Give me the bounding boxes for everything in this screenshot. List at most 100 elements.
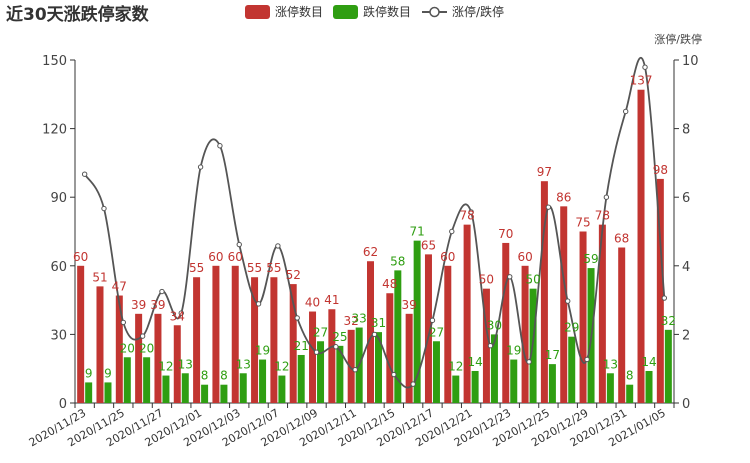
bar-up[interactable] xyxy=(347,329,355,403)
ratio-point[interactable] xyxy=(449,228,455,235)
ratio-point[interactable] xyxy=(217,143,223,149)
bar-up[interactable] xyxy=(502,242,510,403)
bar-down[interactable] xyxy=(490,334,498,403)
bar-down[interactable] xyxy=(375,332,382,403)
bar-up[interactable] xyxy=(560,206,568,403)
bar-down[interactable] xyxy=(452,375,460,403)
ratio-point[interactable] xyxy=(545,204,552,210)
ratio-point[interactable] xyxy=(603,194,610,200)
bar-up[interactable] xyxy=(270,277,278,403)
bar-down[interactable] xyxy=(568,336,576,403)
ratio-point[interactable] xyxy=(120,319,127,326)
bar-up[interactable] xyxy=(521,265,529,403)
bar-up[interactable] xyxy=(154,313,162,403)
ratio-point[interactable] xyxy=(197,164,204,170)
bar-up[interactable] xyxy=(77,265,85,403)
bar-up-label: 34 xyxy=(170,309,185,323)
bar-down[interactable] xyxy=(220,384,228,403)
legend-swatch-ratio-marker[interactable] xyxy=(429,6,440,18)
bar-down[interactable] xyxy=(606,373,614,403)
bar-up[interactable] xyxy=(309,311,317,403)
legend-label-ratio[interactable]: 涨停/跌停 xyxy=(452,4,504,19)
legend-swatch-up[interactable] xyxy=(245,5,270,19)
bar-down[interactable] xyxy=(162,375,170,403)
ratio-point[interactable] xyxy=(81,171,88,177)
bar-up[interactable] xyxy=(367,261,374,403)
bar-down[interactable] xyxy=(645,370,653,403)
ratio-point[interactable] xyxy=(661,295,668,301)
ratio-point[interactable] xyxy=(391,371,397,378)
ratio-point[interactable] xyxy=(101,205,107,212)
ratio-point[interactable] xyxy=(159,288,165,295)
bar-down[interactable] xyxy=(201,384,209,403)
bar-up[interactable] xyxy=(579,231,587,404)
bar-down[interactable] xyxy=(143,357,151,403)
bar-down[interactable] xyxy=(104,382,112,403)
ratio-point[interactable] xyxy=(139,333,146,339)
bar-down-label: 33 xyxy=(352,312,367,326)
ratio-point[interactable] xyxy=(178,310,184,316)
bar-down[interactable] xyxy=(85,382,93,403)
bar-up[interactable] xyxy=(251,277,259,403)
bar-down[interactable] xyxy=(432,341,440,403)
bar-down[interactable] xyxy=(471,370,479,403)
bar-down[interactable] xyxy=(278,375,286,403)
ratio-point[interactable] xyxy=(352,367,358,373)
ratio-point[interactable] xyxy=(333,344,339,350)
bar-down[interactable] xyxy=(123,357,131,403)
legend[interactable]: 涨停数目 跌停数目 涨停/跌停 xyxy=(245,4,504,19)
bar-up[interactable] xyxy=(405,313,413,403)
bar-down[interactable] xyxy=(510,359,518,403)
legend-swatch-down[interactable] xyxy=(333,5,358,19)
ratio-point[interactable] xyxy=(294,315,300,321)
ratio-point[interactable] xyxy=(275,243,281,249)
bar-up[interactable] xyxy=(212,265,220,403)
ratio-point[interactable] xyxy=(313,349,320,355)
bar-down[interactable] xyxy=(394,270,402,403)
ratio-point[interactable] xyxy=(584,356,590,363)
legend-label-down[interactable]: 跌停数目 xyxy=(363,4,411,19)
ratio-point[interactable] xyxy=(487,343,494,349)
ratio-point[interactable] xyxy=(255,301,262,307)
ratio-point[interactable] xyxy=(468,209,474,215)
bar-up[interactable] xyxy=(135,313,143,403)
bar-down[interactable] xyxy=(548,364,556,403)
bar-down[interactable] xyxy=(413,240,421,403)
bar-up[interactable] xyxy=(598,224,606,403)
bar-down[interactable] xyxy=(259,359,267,403)
ratio-point[interactable] xyxy=(236,241,242,248)
bar-down[interactable] xyxy=(664,329,672,403)
bar-up[interactable] xyxy=(193,277,201,403)
ratio-point[interactable] xyxy=(622,108,629,115)
bar-up[interactable] xyxy=(482,288,490,403)
bar-up[interactable] xyxy=(424,254,432,403)
ratio-point[interactable] xyxy=(642,64,648,70)
bar-up[interactable] xyxy=(618,247,626,403)
bar-up[interactable] xyxy=(96,286,104,403)
legend-label-up[interactable]: 涨停数目 xyxy=(275,4,323,19)
ratio-point[interactable] xyxy=(507,274,513,280)
bar-up[interactable] xyxy=(656,178,664,403)
ratio-point[interactable] xyxy=(565,298,571,304)
ratio-point[interactable] xyxy=(429,317,436,324)
bar-down[interactable] xyxy=(239,373,247,403)
bar-up[interactable] xyxy=(637,89,645,403)
ratio-point[interactable] xyxy=(410,381,416,387)
bar-down[interactable] xyxy=(626,384,634,403)
bar-up[interactable] xyxy=(173,325,181,403)
bar-up[interactable] xyxy=(231,265,239,403)
bar-up[interactable] xyxy=(289,284,297,403)
bar-up[interactable] xyxy=(328,309,336,403)
bar-down[interactable] xyxy=(297,354,305,403)
bar-up[interactable] xyxy=(444,265,452,403)
bar-down-label: 58 xyxy=(390,254,405,268)
bar-down[interactable] xyxy=(336,345,344,403)
bar-up[interactable] xyxy=(386,293,394,403)
ratio-point[interactable] xyxy=(371,331,378,338)
bar-up[interactable] xyxy=(540,181,548,403)
bar-up[interactable] xyxy=(463,224,471,403)
bar-up[interactable] xyxy=(115,295,123,403)
bar-down[interactable] xyxy=(181,373,189,403)
ratio-point[interactable] xyxy=(526,359,532,365)
bar-down[interactable] xyxy=(317,341,325,403)
